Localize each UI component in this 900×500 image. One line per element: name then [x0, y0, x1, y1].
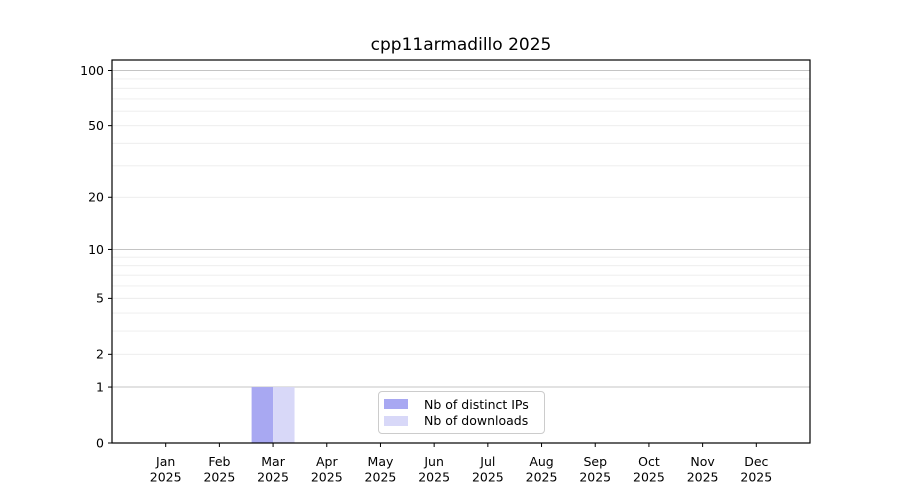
legend-swatch-downloads	[384, 415, 408, 426]
x-tick-label-month: Jan	[155, 454, 175, 469]
y-tick-label: 1	[96, 379, 104, 394]
x-tick-label-year: 2025	[257, 470, 289, 485]
x-tick-label-year: 2025	[418, 470, 450, 485]
legend: Nb of distinct IPs Nb of downloads	[378, 391, 545, 434]
x-tick-label-year: 2025	[150, 470, 182, 485]
y-tick-label: 100	[80, 63, 104, 78]
x-tick-label-year: 2025	[633, 470, 665, 485]
bar-distinct-ips-mar	[251, 387, 274, 443]
x-tick-label-month: Aug	[529, 454, 553, 469]
x-tick-label-year: 2025	[203, 470, 235, 485]
x-tick-label-year: 2025	[472, 470, 504, 485]
y-tick-label: 0	[96, 435, 104, 450]
x-tick-label-month: Nov	[690, 454, 715, 469]
x-tick-label-month: Jun	[423, 454, 444, 469]
x-tick-label-year: 2025	[687, 470, 719, 485]
y-tick-label: 5	[96, 291, 104, 306]
legend-item-downloads: Nb of downloads	[384, 413, 537, 430]
legend-label-downloads: Nb of downloads	[424, 413, 529, 429]
y-tick-label: 50	[88, 118, 104, 133]
x-tick-label-month: Dec	[744, 454, 768, 469]
legend-swatch-distinct-ips	[384, 399, 408, 410]
x-tick-label-year: 2025	[311, 470, 343, 485]
x-tick-label-month: Oct	[638, 454, 660, 469]
y-tick-label: 20	[88, 190, 104, 205]
x-tick-label-year: 2025	[579, 470, 611, 485]
x-tick-label-year: 2025	[740, 470, 772, 485]
x-tick-label-month: Apr	[316, 454, 338, 469]
x-tick-label-month: Jul	[479, 454, 495, 469]
x-tick-label-month: Mar	[261, 454, 285, 469]
legend-item-distinct-ips: Nb of distinct IPs	[384, 396, 537, 413]
plot-border	[111, 59, 811, 444]
legend-label-distinct-ips: Nb of distinct IPs	[424, 396, 529, 412]
y-tick-label: 10	[88, 242, 104, 257]
x-tick-label-month: May	[368, 454, 394, 469]
bar-downloads-mar	[273, 387, 295, 443]
x-tick-label-year: 2025	[365, 470, 397, 485]
x-tick-label-month: Feb	[208, 454, 230, 469]
chart-title: cpp11armadillo 2025	[370, 35, 552, 55]
y-tick-label: 2	[96, 347, 104, 362]
x-tick-label-month: Sep	[583, 454, 607, 469]
x-tick-label-year: 2025	[526, 470, 558, 485]
